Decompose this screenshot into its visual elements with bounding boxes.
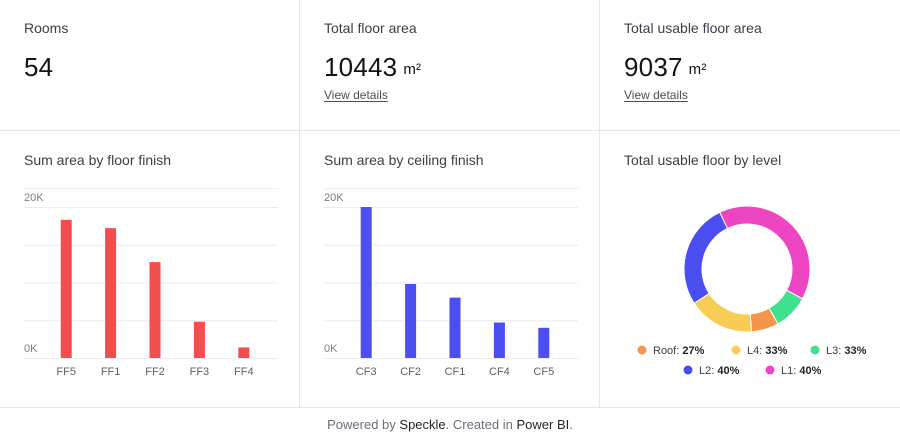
legend-label-l2[interactable]: L2: 40%	[699, 365, 740, 377]
chart-title-floor-finish: Sum area by floor finish	[24, 152, 172, 168]
bar-ff1[interactable]	[105, 228, 117, 358]
kpi-rooms-value: 54	[24, 52, 53, 83]
bar-ff5[interactable]	[60, 219, 72, 358]
donut-slice-l1[interactable]	[718, 205, 811, 300]
legend-dot-l4	[731, 345, 741, 355]
legend-dot-l1	[765, 365, 775, 375]
bar-ff2[interactable]	[149, 262, 161, 358]
x-tick-label: FF5	[56, 366, 76, 378]
chart-card-ceiling-finish: Sum area by ceiling finish 20K 0K CF3 CF2 CF…	[300, 131, 600, 408]
x-tick-label: CF2	[400, 366, 421, 378]
footer-speckle-link[interactable]: Speckle	[399, 417, 446, 432]
bar-cf5[interactable]	[538, 327, 550, 358]
legend-dot-l2	[683, 365, 693, 375]
legend-dot-l3	[810, 345, 820, 355]
kpi-usable-area-label: Total usable floor area	[624, 20, 762, 36]
x-tick-label: FF2	[145, 366, 165, 378]
chart-title-usable-by-level: Total usable floor by level	[624, 152, 782, 168]
bar-ff3[interactable]	[193, 321, 205, 358]
legend-label-roof[interactable]: Roof: 27%	[653, 345, 705, 357]
floor-finish-bar-chart: 20K 0K FF5 FF1 FF2 FF3 FF4	[24, 188, 278, 378]
bar-cf1[interactable]	[449, 297, 461, 358]
bar-cf3[interactable]	[360, 207, 372, 358]
x-tick-label: CF5	[533, 366, 554, 378]
y-tick-label: 20K	[24, 192, 44, 204]
view-details-link-usable-area[interactable]: View details	[624, 88, 688, 102]
view-details-link-floor-area[interactable]: View details	[324, 88, 388, 102]
x-tick-label: CF3	[356, 366, 377, 378]
footer-prefix: Powered by	[327, 417, 400, 432]
footer-middle: . Created in	[445, 417, 517, 432]
chart-title-ceiling-finish: Sum area by ceiling finish	[324, 152, 484, 168]
chart-card-floor-finish: Sum area by floor finish 20K 0K FF5 FF1 FF2 F…	[0, 131, 300, 408]
legend-label-l1[interactable]: L1: 40%	[781, 365, 822, 377]
footer: Powered by Speckle. Created in Power BI.	[0, 408, 900, 441]
ceiling-finish-bar-chart: 20K 0K CF3 CF2 CF1 CF4 CF5	[324, 188, 578, 378]
donut-slice-l2[interactable]	[683, 211, 729, 304]
x-tick-label: FF4	[234, 366, 254, 378]
chart-card-usable-by-level: Total usable floor by level Roof: 27% L4:…	[600, 131, 900, 408]
kpi-card-floor-area: Total floor area 10443 m² View details	[300, 0, 600, 131]
bar-ff4[interactable]	[238, 347, 250, 358]
bar-cf2[interactable]	[405, 284, 417, 358]
kpi-rooms-label: Rooms	[24, 20, 69, 36]
bar-cf4[interactable]	[493, 322, 505, 358]
kpi-floor-area-value: 10443 m²	[324, 52, 421, 83]
legend-label-l3[interactable]: L3: 33%	[826, 345, 867, 357]
kpi-usable-area-value: 9037 m²	[624, 52, 707, 83]
y-tick-label: 20K	[324, 192, 344, 204]
kpi-floor-area-label: Total floor area	[324, 20, 417, 36]
kpi-usable-area-number: 9037	[624, 52, 683, 82]
kpi-usable-area-unit: m²	[688, 61, 707, 78]
kpi-card-rooms: Rooms 54	[0, 0, 300, 131]
kpi-card-usable-area: Total usable floor area 9037 m² View deta…	[600, 0, 900, 131]
kpi-rooms-number: 54	[24, 52, 54, 82]
x-tick-label: CF4	[489, 366, 510, 378]
x-tick-label: FF1	[101, 366, 121, 378]
kpi-floor-area-number: 10443	[324, 52, 398, 82]
legend-dot-roof	[637, 345, 647, 355]
y-tick-label: 0K	[24, 343, 38, 355]
y-tick-label: 0K	[324, 343, 338, 355]
x-tick-label: CF1	[445, 366, 466, 378]
x-tick-label: FF3	[190, 366, 210, 378]
legend-label-l4[interactable]: L4: 33%	[747, 345, 788, 357]
footer-powerbi-link[interactable]: Power BI	[516, 417, 570, 432]
kpi-floor-area-unit: m²	[403, 61, 422, 78]
donut-slice-l4[interactable]	[693, 292, 753, 333]
usable-by-level-donut-chart: Roof: 27% L4: 33% L3: 33% L2: 40% L1: 40%	[637, 205, 867, 377]
dashboard-grid: Rooms 54 Total floor area 10443 m² View d…	[0, 0, 900, 408]
footer-suffix: .	[569, 417, 573, 432]
